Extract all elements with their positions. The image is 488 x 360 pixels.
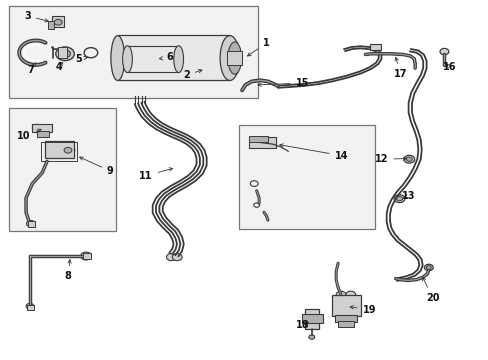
Text: 12: 12 xyxy=(374,154,406,164)
Bar xyxy=(249,137,276,148)
Text: 11: 11 xyxy=(139,168,172,181)
Text: 10: 10 xyxy=(18,129,41,141)
Ellipse shape xyxy=(26,221,35,227)
Ellipse shape xyxy=(406,157,411,161)
Text: 20: 20 xyxy=(422,277,439,303)
Bar xyxy=(337,320,353,327)
Bar xyxy=(52,16,64,27)
Bar xyxy=(118,36,229,80)
Ellipse shape xyxy=(26,303,34,309)
Ellipse shape xyxy=(424,264,432,271)
Text: 1: 1 xyxy=(247,38,269,56)
Ellipse shape xyxy=(227,42,241,74)
Ellipse shape xyxy=(403,155,414,163)
Text: 4: 4 xyxy=(56,62,62,72)
Text: 17: 17 xyxy=(393,57,407,79)
Bar xyxy=(26,305,34,310)
Bar xyxy=(27,221,35,226)
Bar xyxy=(32,124,52,132)
Bar xyxy=(127,45,178,72)
Ellipse shape xyxy=(64,147,72,153)
Ellipse shape xyxy=(61,145,75,155)
Bar xyxy=(9,108,116,231)
Bar xyxy=(82,253,91,259)
Ellipse shape xyxy=(335,291,345,298)
Bar xyxy=(48,22,54,29)
Bar xyxy=(58,47,67,58)
Ellipse shape xyxy=(393,195,404,203)
Text: 13: 13 xyxy=(401,191,414,201)
Bar xyxy=(249,136,267,142)
Text: 19: 19 xyxy=(349,305,375,315)
Bar xyxy=(9,6,258,98)
Bar xyxy=(44,141,74,158)
Ellipse shape xyxy=(32,125,42,132)
Bar xyxy=(226,51,241,65)
Ellipse shape xyxy=(166,253,176,261)
Bar xyxy=(37,131,49,137)
Bar xyxy=(305,309,319,329)
Ellipse shape xyxy=(396,197,402,201)
Text: 14: 14 xyxy=(279,144,347,161)
Text: 2: 2 xyxy=(183,69,202,80)
Ellipse shape xyxy=(308,335,314,339)
Ellipse shape xyxy=(439,48,448,55)
Text: 15: 15 xyxy=(258,78,308,88)
Text: 7: 7 xyxy=(27,63,36,75)
Text: 16: 16 xyxy=(442,62,455,72)
Bar xyxy=(41,141,77,161)
Bar xyxy=(302,315,322,323)
Bar xyxy=(331,295,360,316)
Ellipse shape xyxy=(56,47,74,60)
Text: 3: 3 xyxy=(24,11,48,22)
Ellipse shape xyxy=(173,46,183,73)
Ellipse shape xyxy=(122,46,132,73)
Text: 8: 8 xyxy=(64,260,71,281)
Text: 9: 9 xyxy=(80,157,114,176)
Bar xyxy=(334,315,356,321)
Bar xyxy=(238,125,374,229)
Text: 6: 6 xyxy=(159,52,173,62)
Ellipse shape xyxy=(220,36,239,81)
Text: 18: 18 xyxy=(296,320,309,329)
Text: 5: 5 xyxy=(75,54,87,64)
Ellipse shape xyxy=(60,50,70,58)
Ellipse shape xyxy=(81,252,91,260)
Ellipse shape xyxy=(54,19,62,25)
Ellipse shape xyxy=(345,291,355,298)
Ellipse shape xyxy=(111,36,124,81)
Bar xyxy=(369,44,380,50)
Ellipse shape xyxy=(426,266,430,269)
Ellipse shape xyxy=(172,253,182,261)
